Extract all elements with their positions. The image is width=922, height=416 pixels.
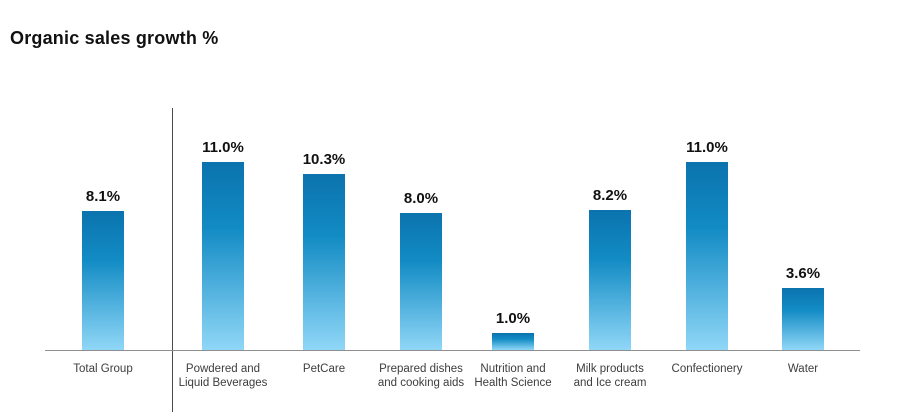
chart-title: Organic sales growth %: [10, 28, 219, 48]
value-label-petcare: 10.3%: [302, 151, 346, 168]
category-label-confectionery: Confectionery: [671, 363, 743, 375]
value-label-water: 3.6%: [785, 265, 821, 282]
value-label-prepared-dishes-and-cooking-aids: 8.0%: [403, 190, 439, 207]
bar-prepared-dishes-and-cooking-aids: [400, 213, 442, 350]
value-label-nutrition-and-health-science: 1.0%: [495, 310, 531, 327]
value-label-powdered-and-liquid-beverages: 11.0%: [202, 139, 244, 156]
bar-water: [782, 288, 824, 350]
category-label-total-group: Total Group: [73, 363, 133, 375]
x-axis-line: [45, 350, 860, 351]
category-label-prepared-dishes-and-cooking-aids: Prepared dishes and cooking aids: [377, 363, 465, 389]
category-label-milk-products-and-ice-cream: Milk products and Ice cream: [573, 363, 647, 389]
bar-confectionery: [686, 162, 728, 350]
bar-nutrition-and-health-science: [492, 333, 534, 350]
value-label-total-group: 8.1%: [85, 188, 121, 205]
value-label-confectionery: 11.0%: [686, 139, 728, 156]
category-label-powdered-and-liquid-beverages: Powdered and Liquid Beverages: [178, 363, 268, 389]
bar-petcare: [303, 174, 345, 350]
bar-total-group: [82, 211, 124, 350]
bar-milk-products-and-ice-cream: [589, 210, 631, 350]
bar-powdered-and-liquid-beverages: [202, 162, 244, 350]
category-label-water: Water: [787, 363, 819, 375]
total-group-separator-line: [172, 108, 173, 412]
value-label-milk-products-and-ice-cream: 8.2%: [592, 187, 628, 204]
category-label-nutrition-and-health-science: Nutrition and Health Science: [474, 363, 552, 389]
category-label-petcare: PetCare: [302, 363, 346, 375]
